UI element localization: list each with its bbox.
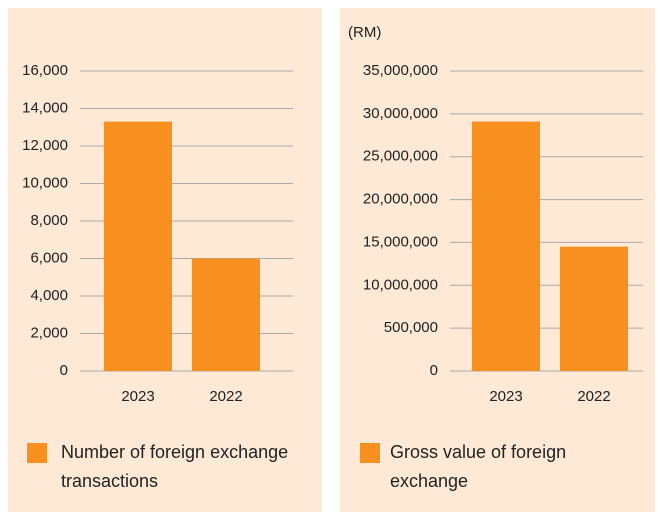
legend-label: Number of foreign exchange transactions (61, 442, 289, 491)
y-tick-label: 10,000,000 (363, 276, 438, 293)
y-tick-label: 16,000 (22, 62, 68, 79)
x-tick-label: 2022 (209, 388, 242, 405)
bar (472, 121, 540, 371)
bar (192, 258, 260, 371)
legend-swatch (27, 443, 47, 463)
y-tick-label: 35,000,000 (363, 62, 438, 79)
y-tick-label: 6,000 (30, 249, 68, 266)
y-tick-label: 8,000 (30, 212, 68, 229)
bar (104, 121, 172, 371)
legend-label: Gross value of foreign exchange (390, 442, 567, 491)
y-tick-label: 0 (60, 362, 68, 379)
x-tick-label: 2022 (577, 388, 610, 405)
y-tick-label: 25,000,000 (363, 148, 438, 165)
legend-swatch (360, 443, 380, 463)
y-tick-label: 30,000,000 (363, 105, 438, 122)
y-tick-label: 20,000,000 (363, 191, 438, 208)
x-tick-label: 2023 (121, 388, 154, 405)
y-tick-label: 10,000 (22, 174, 68, 191)
y-axis-label: (RM) (348, 24, 381, 41)
y-tick-label: 0 (430, 362, 438, 379)
y-tick-label: 2,000 (30, 324, 68, 341)
y-tick-label: 500,000 (384, 319, 438, 336)
y-tick-label: 15,000,000 (363, 233, 438, 250)
y-tick-label: 4,000 (30, 287, 68, 304)
bar (560, 246, 628, 371)
x-tick-label: 2023 (489, 388, 522, 405)
y-tick-label: 12,000 (22, 137, 68, 154)
y-tick-label: 14,000 (22, 99, 68, 116)
